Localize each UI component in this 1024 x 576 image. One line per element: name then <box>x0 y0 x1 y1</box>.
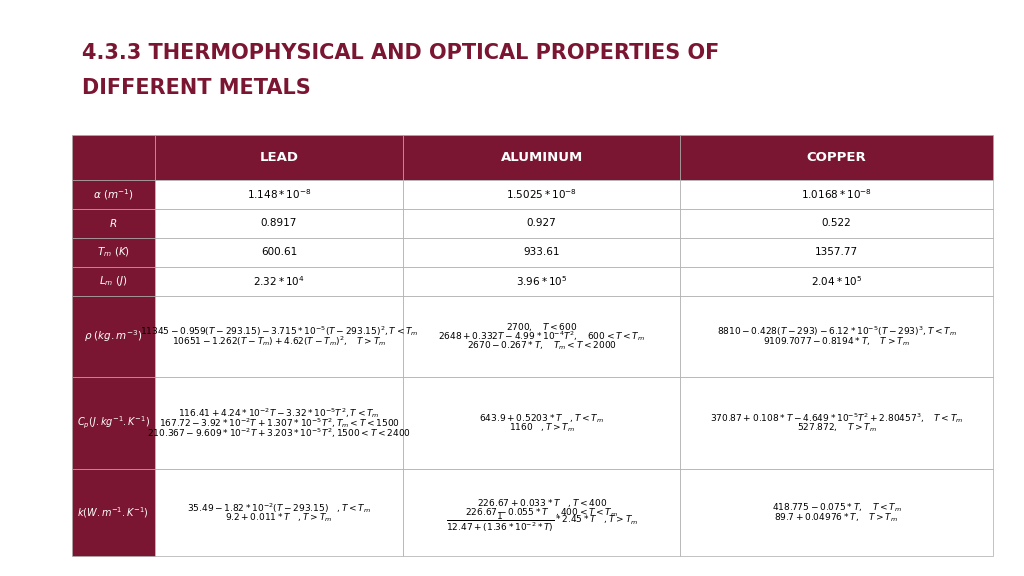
Text: 0.522: 0.522 <box>821 218 852 229</box>
Text: $3.96 * 10^5$: $3.96 * 10^5$ <box>516 274 567 288</box>
Text: $2670 - 0.267 * T , \quad T_m < T < 2000$: $2670 - 0.267 * T , \quad T_m < T < 2000… <box>467 340 616 353</box>
Text: $C_p(J.kg^{-1}.K^{-1})$: $C_p(J.kg^{-1}.K^{-1})$ <box>77 415 150 431</box>
Text: $2.32 * 10^4$: $2.32 * 10^4$ <box>253 274 305 288</box>
Text: $10651 - 1.262(T - T_m) + 4.62(T - T_m)^2, \quad T > T_m$: $10651 - 1.262(T - T_m) + 4.62(T - T_m)^… <box>172 334 386 348</box>
Text: $\dfrac{1}{12.47 + (1.36 * 10^{-2} * T)} * 2.45 * T \quad , T > T_m$: $\dfrac{1}{12.47 + (1.36 * 10^{-2} * T)}… <box>445 510 638 534</box>
Text: $L_m$ $(J)$: $L_m$ $(J)$ <box>99 274 127 288</box>
Text: $1.5025 * 10^{-8}$: $1.5025 * 10^{-8}$ <box>506 188 578 202</box>
Text: 0.8917: 0.8917 <box>261 218 297 229</box>
Text: $\alpha$ $(m^{-1})$: $\alpha$ $(m^{-1})$ <box>93 187 133 202</box>
Text: $\rho$ $(kg.m^{-3})$: $\rho$ $(kg.m^{-3})$ <box>84 328 142 344</box>
Text: ALUMINUM: ALUMINUM <box>501 151 583 164</box>
Text: $89.7 + 0.04976 * T, \quad T > T_m$: $89.7 + 0.04976 * T, \quad T > T_m$ <box>774 511 899 524</box>
Text: 1357.77: 1357.77 <box>815 247 858 257</box>
Text: $167.72 - 3.92 * 10^{-2} T + 1.307 * 10^{-5} T^2, T_m < T < 1500$: $167.72 - 3.92 * 10^{-2} T + 1.307 * 10^… <box>159 416 399 430</box>
Text: $527.872 , \quad T > T_m$: $527.872 , \quad T > T_m$ <box>797 422 877 434</box>
Text: $1160 \quad , T > T_m$: $1160 \quad , T > T_m$ <box>509 422 574 434</box>
Text: $8810 - 0.428(T - 293) - 6.12 * 10^{-5}(T - 293)^3, T < T_m$: $8810 - 0.428(T - 293) - 6.12 * 10^{-5}(… <box>717 325 956 339</box>
Text: $2700, \quad T < 600$: $2700, \quad T < 600$ <box>506 321 578 333</box>
Text: LEAD: LEAD <box>259 151 299 164</box>
Text: 4.3.3 THERMOPHYSICAL AND OPTICAL PROPERTIES OF: 4.3.3 THERMOPHYSICAL AND OPTICAL PROPERT… <box>82 43 719 63</box>
Text: $2648 + 0.332 T - 4.99 * 10^{-4} T^2, \quad 600 < T < T_m$: $2648 + 0.332 T - 4.99 * 10^{-4} T^2, \q… <box>438 329 645 343</box>
Text: $k(W.m^{-1}.K^{-1})$: $k(W.m^{-1}.K^{-1})$ <box>77 505 150 520</box>
Text: $35.49 - 1.82 * 10^{-2}(T - 293.15) \quad , T < T_m$: $35.49 - 1.82 * 10^{-2}(T - 293.15) \qua… <box>187 501 371 514</box>
Text: $11345 - 0.959(T - 293.15) - 3.715 * 10^{-5}(T - 293.15)^2, T < T_m$: $11345 - 0.959(T - 293.15) - 3.715 * 10^… <box>139 325 419 339</box>
Text: 600.61: 600.61 <box>261 247 297 257</box>
Text: $2.04 * 10^5$: $2.04 * 10^5$ <box>811 274 862 288</box>
Text: $226.67 - 0.055 * T \quad , 400 < T < T_m$: $226.67 - 0.055 * T \quad , 400 < T < T_… <box>465 506 618 519</box>
Text: $1.0168 * 10^{-8}$: $1.0168 * 10^{-8}$ <box>801 188 872 202</box>
Text: DIFFERENT METALS: DIFFERENT METALS <box>82 78 310 98</box>
Text: $643.9 + 0.5203 * T \quad , T < T_m$: $643.9 + 0.5203 * T \quad , T < T_m$ <box>479 412 604 425</box>
Text: $210.367 - 9.609 * 10^{-2} T + 3.203 * 10^{-5} T^2 , 1500 < T < 2400$: $210.367 - 9.609 * 10^{-2} T + 3.203 * 1… <box>147 426 411 439</box>
Text: $370.87 + 0.108 * T - 4.649 * 10^{-5} T^2 + 2.80457^3 , \quad T < T_m$: $370.87 + 0.108 * T - 4.649 * 10^{-5} T^… <box>710 411 964 425</box>
Text: COPPER: COPPER <box>807 151 866 164</box>
Text: 0.927: 0.927 <box>526 218 557 229</box>
Text: $226.67 + 0.033 * T \quad , T < 400$: $226.67 + 0.033 * T \quad , T < 400$ <box>476 497 607 509</box>
Text: $1.148 * 10^{-8}$: $1.148 * 10^{-8}$ <box>247 188 311 202</box>
Text: 933.61: 933.61 <box>523 247 560 257</box>
Text: $418.775 - 0.075 * T, \quad T < T_m$: $418.775 - 0.075 * T, \quad T < T_m$ <box>772 501 901 514</box>
Text: $9.2 + 0.011 * T \quad , T > T_m$: $9.2 + 0.011 * T \quad , T > T_m$ <box>225 511 333 524</box>
Text: $9109.7077 - 0.8194 * T, \quad T > T_m$: $9109.7077 - 0.8194 * T, \quad T > T_m$ <box>763 335 910 347</box>
Text: $116.41 + 4.24 * 10^{-2} T - 3.32 * 10^{-5} T^2, T < T_m$: $116.41 + 4.24 * 10^{-2} T - 3.32 * 10^{… <box>178 407 380 420</box>
Text: $R$: $R$ <box>109 217 118 229</box>
Text: $T_m$ $(K)$: $T_m$ $(K)$ <box>96 245 130 259</box>
